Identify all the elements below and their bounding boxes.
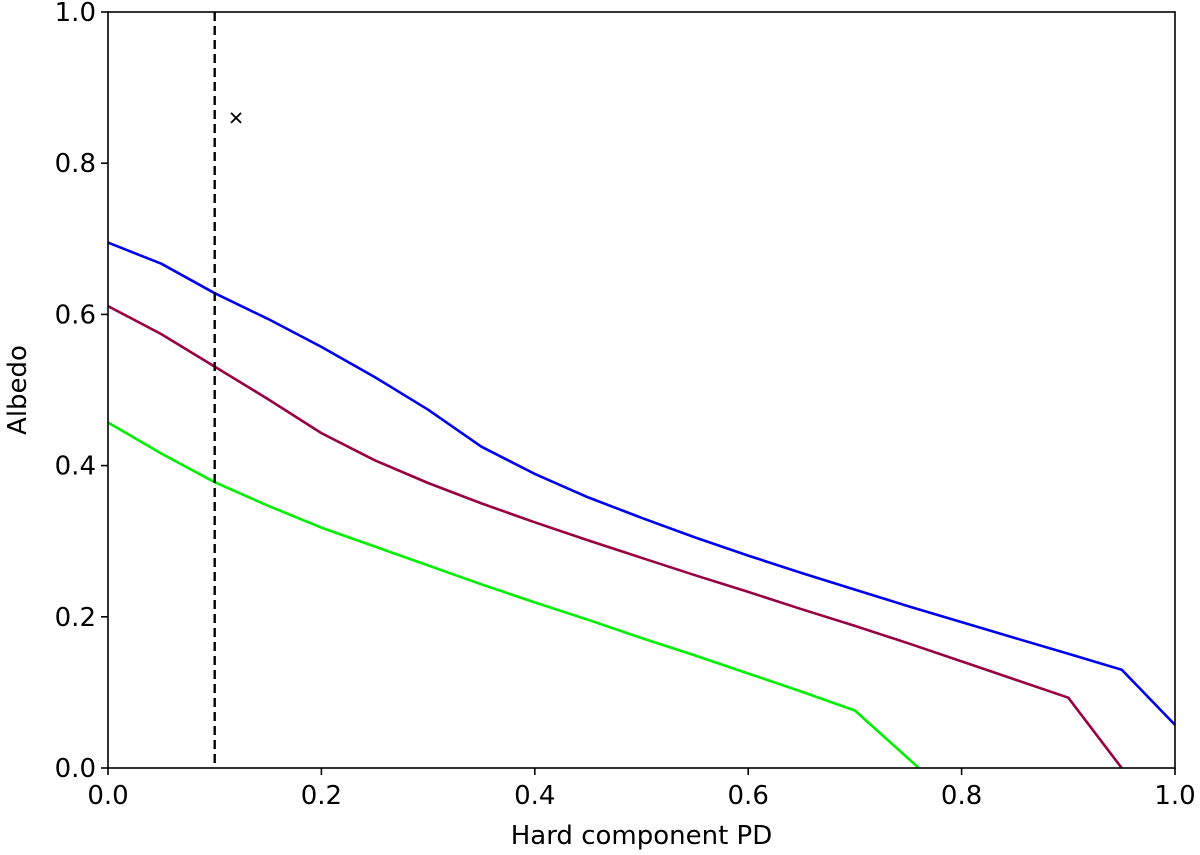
series-layer — [107, 241, 1176, 769]
series-line-3 — [107, 421, 920, 769]
x-axis-ticks: 0.0 0.2 0.4 0.6 0.8 1.0 — [87, 768, 1196, 811]
y-tick-label: 0.8 — [55, 149, 96, 179]
x-tick-label: 0.6 — [728, 781, 769, 811]
x-tick-label: 0.8 — [941, 781, 982, 811]
series-line-1 — [107, 241, 1176, 726]
x-marker-1 — [230, 112, 242, 124]
x-tick-label: 0.2 — [301, 781, 342, 811]
x-tick-label: 0.4 — [514, 781, 555, 811]
plot-frame — [107, 11, 1176, 769]
y-tick-label: 0.4 — [55, 452, 96, 482]
y-axis-ticks: 0.0 0.2 0.4 0.6 0.8 1.0 — [55, 0, 108, 784]
y-axis-label: Albedo — [3, 345, 33, 435]
x-tick-label: 0.0 — [87, 781, 128, 811]
y-tick-label: 0.6 — [55, 300, 96, 330]
y-tick-label: 0.0 — [55, 754, 96, 784]
y-tick-label: 0.2 — [55, 603, 96, 633]
y-tick-label: 1.0 — [55, 0, 96, 28]
series-line-2 — [107, 304, 1123, 769]
x-tick-label: 1.0 — [1154, 781, 1195, 811]
marker-layer — [230, 112, 242, 124]
x-axis-label: Hard component PD — [511, 821, 773, 851]
